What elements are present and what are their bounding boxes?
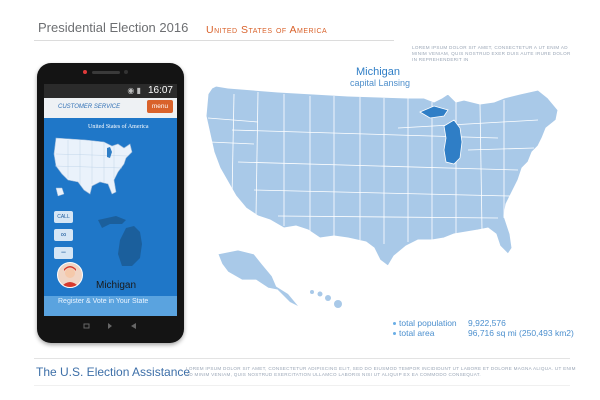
footer-lorem-text: LOREM IPSUM DOLOR SIT AMET, CONSECTETUR …	[186, 366, 576, 377]
header-divider	[34, 40, 394, 41]
call-button[interactable]: CALL	[54, 211, 73, 223]
cta-bar[interactable]	[44, 296, 177, 316]
home-icon[interactable]	[108, 323, 112, 329]
mini-usa-shape	[53, 137, 133, 195]
remove-button[interactable]: −	[54, 247, 73, 259]
menu-button[interactable]: menu	[147, 100, 173, 113]
status-time: 16:07	[147, 85, 173, 96]
bullet-icon	[393, 322, 396, 326]
link-icon: ∞	[60, 230, 67, 239]
status-bar: ◉ ▮ 16:07	[44, 84, 177, 98]
mini-usa-map	[53, 137, 133, 197]
state-capital: capital Lansing	[350, 78, 411, 88]
phone-screen: ◉ ▮ 16:07 CUSTOMER SERVICE menu United S…	[44, 84, 177, 316]
customer-service-label[interactable]: CUSTOMER SERVICE	[58, 104, 121, 110]
mini-michigan-map	[98, 216, 142, 266]
alaska-panhandle	[272, 284, 298, 306]
footer-bottom-divider	[34, 385, 570, 386]
screen-state-name: Michigan	[96, 280, 137, 291]
michigan-lower-peninsula	[118, 226, 142, 266]
header-title: Presidential Election 2016	[38, 20, 189, 35]
minus-icon: −	[60, 247, 67, 257]
michigan-upper-highlight[interactable]	[419, 105, 449, 119]
speaker-grille	[92, 71, 120, 74]
footer-divider	[34, 358, 570, 359]
header-country: United States of America	[206, 24, 328, 36]
footer-title: The U.S. Election Assistance	[36, 365, 191, 379]
screen-country-label: United States of America	[88, 124, 149, 130]
alaska-shape	[217, 249, 279, 291]
camera-icon	[83, 70, 87, 74]
usa-mainland-shape	[205, 85, 559, 267]
area-label: total area	[393, 328, 434, 338]
register-vote-link[interactable]: Register & Vote in Your State	[58, 298, 149, 305]
recent-apps-icon[interactable]	[83, 323, 90, 329]
mini-alaska-shape	[55, 187, 65, 197]
state-borders	[207, 91, 539, 244]
population-label: total population	[393, 318, 457, 328]
person-icon	[61, 266, 79, 287]
back-icon[interactable]	[131, 323, 136, 329]
link-button[interactable]: ∞	[54, 229, 73, 241]
population-label-text: total population	[399, 318, 457, 328]
header-lorem-text: LOREM IPSUM DOLOR SIT AMET, CONSECTETUR …	[412, 45, 571, 62]
usa-map	[205, 85, 559, 308]
michigan-highlight[interactable]	[443, 119, 463, 165]
sensor-icon	[124, 70, 128, 74]
state-name: Michigan	[356, 66, 401, 78]
mini-michigan-highlight	[107, 147, 112, 158]
area-label-text: total area	[399, 328, 435, 338]
phone-nav-buttons	[83, 323, 136, 329]
mini-usa-borders	[54, 140, 129, 184]
population-value: 9,922,576	[468, 318, 506, 328]
signal-battery-icon: ◉ ▮	[127, 86, 141, 95]
bullet-icon	[393, 332, 396, 336]
area-value: 96,716 sq mi (250,493 km2)	[468, 328, 574, 338]
app-bar: CUSTOMER SERVICE menu	[44, 98, 177, 118]
hawaii-islands	[310, 290, 342, 308]
michigan-upper-peninsula	[98, 216, 126, 228]
avatar[interactable]	[57, 262, 83, 288]
